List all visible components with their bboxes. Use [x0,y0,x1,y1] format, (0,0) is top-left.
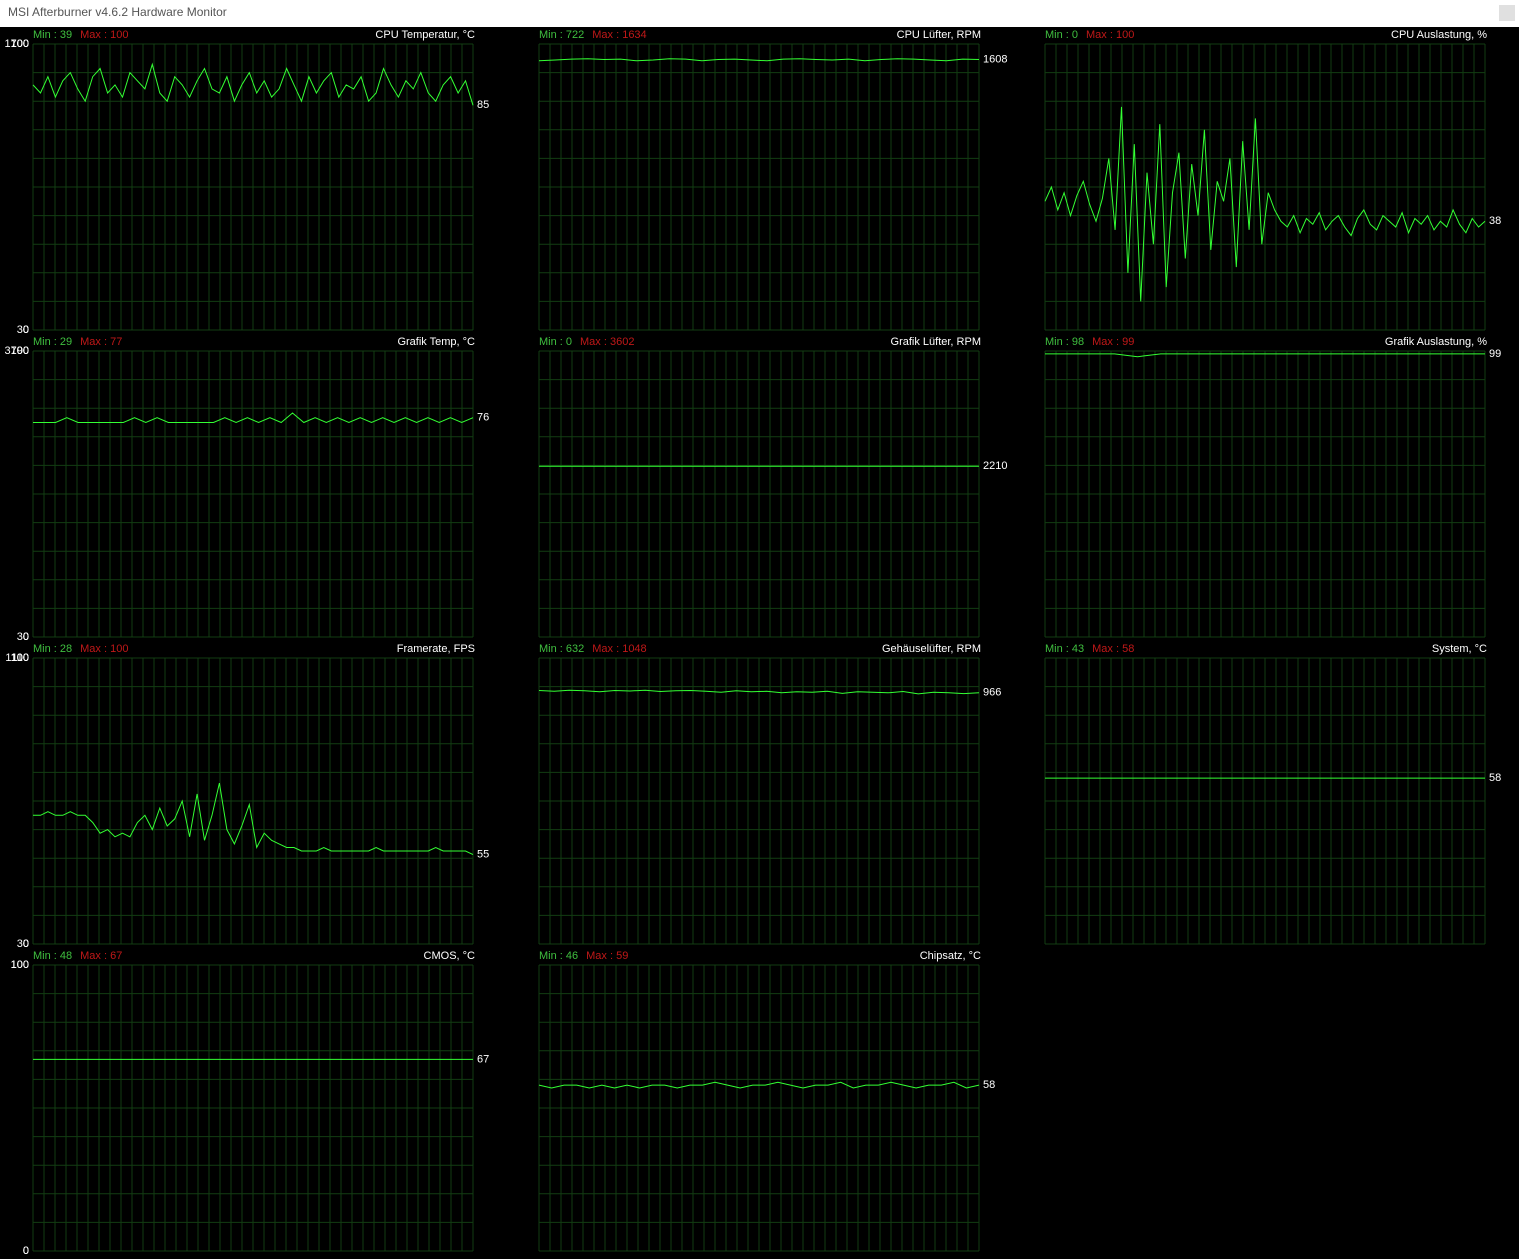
chart-title: Grafik Temp, °C [397,336,475,348]
data-line [538,58,980,62]
y-tick-label: 100 [11,38,29,50]
max-label: Max : 100 [80,29,128,41]
y-tick-label: 100 [11,652,29,664]
chart-title: CMOS, °C [424,950,476,962]
y-tick-label: 1700 [5,38,29,50]
y-tick-label: 3700 [5,345,29,357]
max-label: Max : 3602 [580,336,634,348]
y-tick-label: 100 [11,959,29,971]
max-label: Max : 100 [80,643,128,655]
current-value: 2210 [983,460,1007,472]
y-tick-label: 0 [23,938,29,950]
max-label: Max : 58 [1092,643,1134,655]
min-label: Min : 0 [1045,29,1078,41]
min-label: Min : 722 [539,29,584,41]
window-title: MSI Afterburner v4.6.2 Hardware Monitor [8,5,227,19]
y-tick-label: 30 [17,938,29,950]
current-value: 85 [477,99,489,111]
y-tick-label: 0 [23,938,29,950]
min-label: Min : 39 [33,29,72,41]
chart-title: CPU Auslastung, % [1391,29,1487,41]
max-label: Max : 99 [1092,336,1134,348]
max-label: Max : 100 [1086,29,1134,41]
y-tick-label: 30 [17,324,29,336]
data-line [1044,106,1486,302]
y-tick-label: 100 [11,345,29,357]
y-tick-label: 1100 [5,652,29,664]
y-tick-label: 0 [23,1245,29,1257]
y-tick-label: 100 [11,959,29,971]
chart-title: Chipsatz, °C [920,950,981,962]
data-line [538,689,980,695]
data-line [33,782,474,856]
min-label: Min : 48 [33,950,72,962]
current-value: 966 [983,687,1001,699]
chart-title: CPU Temperatur, °C [375,29,475,41]
y-tick-label: 0 [23,324,29,336]
current-value: 38 [1489,215,1501,227]
min-label: Min : 632 [539,643,584,655]
chart-title: Framerate, FPS [397,643,475,655]
min-label: Min : 29 [33,336,72,348]
y-tick-label: 0 [23,631,29,643]
current-value: 55 [477,849,489,861]
chart-title: Grafik Lüfter, RPM [891,336,981,348]
y-tick-label: 110 [11,652,29,664]
max-label: Max : 1048 [592,643,646,655]
max-label: Max : 67 [80,950,122,962]
chart-title: Gehäuselüfter, RPM [882,643,981,655]
min-label: Min : 0 [539,336,572,348]
y-tick-label: 30 [17,631,29,643]
data-line [33,412,474,424]
data-line [538,1081,980,1089]
min-label: Min : 28 [33,643,72,655]
current-value: 58 [1489,772,1501,784]
chart-title: CPU Lüfter, RPM [897,29,981,41]
data-line [32,62,474,106]
min-label: Min : 43 [1045,643,1084,655]
min-label: Min : 46 [539,950,578,962]
max-label: Max : 77 [80,336,122,348]
current-value: 1608 [983,53,1007,65]
title-bar [0,0,1519,27]
y-tick-label: 90 [17,345,29,357]
chart-title: Grafik Auslastung, % [1385,336,1487,348]
y-tick-label: 100 [11,38,29,50]
max-label: Max : 1634 [592,29,646,41]
current-value: 76 [477,412,489,424]
current-value: 67 [477,1053,489,1065]
chart-title: System, °C [1432,643,1487,655]
y-tick-label: 0 [23,1245,29,1257]
data-line [1045,353,1485,358]
y-tick-label: 0 [23,631,29,643]
current-value: 99 [1489,348,1501,360]
min-label: Min : 98 [1045,336,1084,348]
current-value: 58 [983,1079,995,1091]
close-button[interactable] [1499,5,1515,21]
y-tick-label: 0 [23,324,29,336]
max-label: Max : 59 [586,950,628,962]
